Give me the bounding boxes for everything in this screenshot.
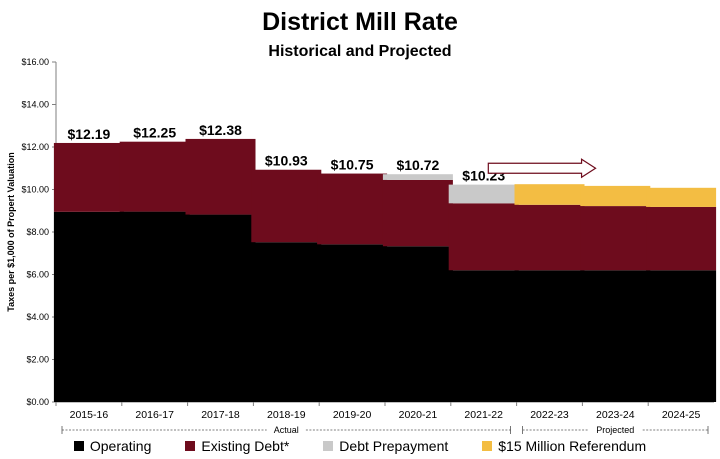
legend-label: $15 Million Referendum xyxy=(498,438,647,454)
x-tick-label: 2023-24 xyxy=(596,409,635,421)
bar-segment xyxy=(448,184,519,204)
x-tick-label: 2016-17 xyxy=(135,409,174,421)
y-tick-label: $12.00 xyxy=(21,142,49,152)
bar-segment xyxy=(382,174,453,180)
bar-segment xyxy=(317,244,388,402)
y-tick-label: $8.00 xyxy=(26,227,49,237)
bar-segment xyxy=(251,242,322,402)
bar-segment xyxy=(580,270,651,402)
bar-segment xyxy=(514,204,585,271)
y-tick-label: $10.00 xyxy=(21,185,49,195)
x-tick-label: 2024-25 xyxy=(662,409,701,421)
y-tick-label: $16.00 xyxy=(21,57,49,67)
group-label: Projected xyxy=(596,425,634,435)
bar-segment xyxy=(448,203,519,271)
legend-swatch xyxy=(482,441,493,451)
data-label: $12.19 xyxy=(67,126,110,142)
legend-item: Existing Debt* xyxy=(185,438,289,454)
x-tick-label: 2021-22 xyxy=(464,409,503,421)
data-label: $10.75 xyxy=(331,157,374,173)
bar-segment xyxy=(53,211,124,402)
chart-title: District Mill Rate xyxy=(262,8,458,36)
bar-segment xyxy=(646,206,717,271)
y-tick-label: $0.00 xyxy=(26,397,49,407)
bar-segment xyxy=(382,246,453,402)
bar-segment xyxy=(448,270,519,402)
y-tick-label: $6.00 xyxy=(26,270,49,280)
x-tick-label: 2019-20 xyxy=(333,409,372,421)
y-tick-label: $14.00 xyxy=(21,100,49,110)
legend-item: Operating xyxy=(73,438,152,454)
x-tick-label: 2017-18 xyxy=(201,409,240,421)
legend-label: Debt Prepayment xyxy=(339,438,449,454)
bar-segment xyxy=(514,184,585,205)
data-label: $12.25 xyxy=(133,125,176,141)
bar-segment xyxy=(53,142,124,212)
bar-segment xyxy=(646,270,717,402)
bar-segment xyxy=(382,179,453,247)
chart-subtitle: Historical and Projected xyxy=(268,43,452,60)
bar-segment xyxy=(119,141,190,212)
legend-item: $15 Million Referendum xyxy=(482,438,646,454)
data-label: $10.72 xyxy=(396,157,439,173)
legend-label: Operating xyxy=(89,438,152,454)
bar-segment xyxy=(185,214,256,402)
x-tick-label: 2018-19 xyxy=(267,409,306,421)
data-label: $10.93 xyxy=(265,153,308,169)
bar-segment xyxy=(580,206,651,271)
x-tick-label: 2022-23 xyxy=(530,409,569,421)
y-tick-label: $2.00 xyxy=(26,355,49,365)
legend-swatch xyxy=(185,441,196,451)
legend-label: Existing Debt* xyxy=(201,438,290,454)
stacked-bar-chart: $0.00 $2.00 $4.00 $6.00 $8.00 $10.00 $12.00 $14… xyxy=(6,57,717,435)
bar-segment xyxy=(646,187,717,207)
data-label: $12.38 xyxy=(199,122,242,138)
bar-segment xyxy=(580,185,651,207)
bar-segment xyxy=(514,270,585,402)
projection-arrow-icon xyxy=(487,158,597,179)
y-axis-label: Taxes per $1,000 of Propert Valuation xyxy=(6,152,16,311)
x-tick-label: 2015-16 xyxy=(70,409,109,421)
legend-item: Debt Prepayment xyxy=(323,438,448,454)
bar-segment xyxy=(317,173,388,245)
x-tick-label: 2020-21 xyxy=(399,409,438,421)
legend: Operating Existing Debt* Debt Prepayment $1… xyxy=(0,438,720,454)
bar-segment xyxy=(185,138,256,215)
bar-segment xyxy=(119,211,190,402)
bar-segment xyxy=(251,169,322,243)
legend-swatch xyxy=(323,441,334,451)
y-tick-label: $4.00 xyxy=(26,312,49,322)
group-label: Actual xyxy=(274,425,299,435)
legend-swatch xyxy=(73,441,84,451)
